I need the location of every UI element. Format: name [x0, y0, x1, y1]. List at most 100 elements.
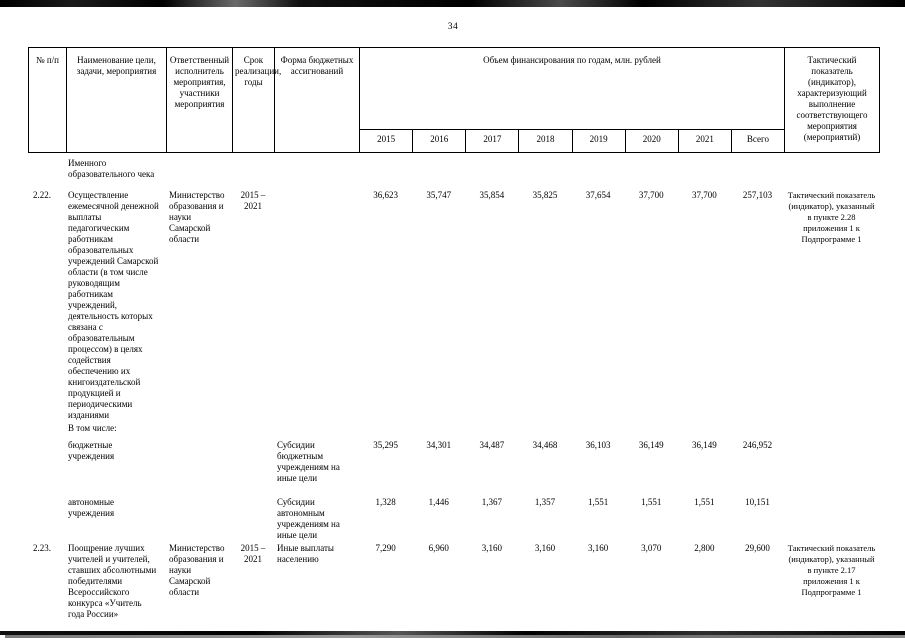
cell-indicator: Тактический показатель (индикатор), указ… — [787, 190, 876, 244]
cell-value-2017 — [465, 153, 518, 188]
cell-value-2017: 3,160 — [481, 543, 502, 553]
scan-artifact-top-bar — [0, 0, 905, 7]
cell-value-2015 — [359, 153, 412, 188]
cell-period: 2015 – 2021 — [240, 190, 266, 211]
cell-value-2019: 1,551 — [587, 497, 609, 507]
cell-num: 2.22. — [33, 190, 51, 200]
table-row: автономные учреждения Субсидии автономны… — [29, 495, 880, 541]
header-cell-indicator: Тактический показатель (индикатор), хара… — [784, 48, 879, 152]
table-row: бюджетные учреждения Субсидии бюджетным … — [29, 438, 880, 495]
financing-table: № п/п Наименование цели, задачи, меропри… — [28, 47, 880, 631]
cell-budget-form — [274, 188, 359, 421]
cell-executor: Министерство образования и науки Самарск… — [169, 543, 225, 597]
header-cell-year-2016: 2016 — [412, 130, 465, 152]
cell-value-2020 — [625, 421, 678, 438]
cell-executor — [166, 153, 232, 188]
cell-value-2016: 6,960 — [428, 543, 449, 553]
cell-value-2019: 3,160 — [587, 543, 609, 553]
cell-num — [29, 421, 66, 438]
cell-activity-name: Именного образовательного чека — [68, 158, 155, 179]
cell-activity-name: Поощрение лучших учителей и учителей, ст… — [68, 543, 157, 619]
cell-executor — [166, 495, 232, 541]
cell-value-2015: 35,295 — [373, 440, 398, 450]
cell-value-2021: 36,149 — [691, 440, 717, 450]
header-cell-year-2020: 2020 — [624, 130, 678, 152]
header-cell-year-2017: 2017 — [465, 130, 518, 152]
cell-value-2021: 1,551 — [694, 497, 715, 507]
table-row: Именного образовательного чека — [29, 153, 880, 188]
cell-value-total: 10,151 — [745, 497, 770, 507]
cell-value-total — [731, 421, 784, 438]
cell-value-2019 — [572, 153, 625, 188]
table-row: 2.23. Поощрение лучших учителей и учител… — [29, 541, 880, 631]
cell-period — [232, 153, 274, 188]
cell-budget-form — [274, 153, 359, 188]
cell-value-2016 — [412, 421, 465, 438]
cell-value-2017: 34,487 — [479, 440, 505, 450]
cell-value-2021: 2,800 — [694, 543, 715, 553]
cell-value-2020: 37,700 — [638, 190, 664, 200]
cell-num: 2.23. — [33, 543, 51, 553]
cell-value-2021: 37,700 — [691, 190, 717, 200]
scan-artifact-bottom-line — [5, 635, 905, 638]
cell-value-2016 — [412, 153, 465, 188]
header-cell-total: Всего — [730, 130, 784, 152]
cell-value-total — [731, 153, 784, 188]
cell-budget-form: Субсидии бюджетным учреждениям на иные ц… — [277, 440, 340, 483]
cell-indicator — [784, 438, 879, 495]
header-cell-year-2019: 2019 — [571, 130, 625, 152]
cell-indicator — [784, 495, 879, 541]
cell-value-2017: 35,854 — [479, 190, 505, 200]
cell-period — [232, 421, 274, 438]
cell-period: 2015 – 2021 — [240, 543, 266, 564]
cell-period — [232, 495, 274, 541]
cell-value-2017: 1,367 — [481, 497, 502, 507]
table-row: 2.22. Осуществление ежемесячной денежной… — [29, 188, 880, 421]
cell-executor — [166, 438, 232, 495]
cell-value-2017 — [465, 421, 518, 438]
table-body: Именного образовательного чека 2.22. Осу… — [29, 153, 880, 631]
cell-value-2016: 34,301 — [426, 440, 452, 450]
header-cell-year-2015: 2015 — [359, 130, 412, 152]
cell-value-2018 — [518, 421, 571, 438]
header-cell-period: Срок реализации, годы — [232, 48, 281, 152]
cell-value-2020: 1,551 — [641, 497, 662, 507]
cell-value-2016: 35,747 — [426, 190, 452, 200]
cell-value-2015: 7,290 — [375, 543, 396, 553]
header-cell-executor: Ответственный исполнитель мероприятия, у… — [166, 48, 232, 152]
cell-value-2019: 37,654 — [585, 190, 611, 200]
cell-executor — [166, 421, 232, 438]
cell-value-2015: 1,328 — [375, 497, 396, 507]
cell-indicator — [784, 421, 879, 438]
cell-activity-name: В том числе: — [68, 423, 117, 433]
cell-value-2019 — [572, 421, 625, 438]
cell-executor: Министерство образования и науки Самарск… — [169, 190, 225, 244]
cell-value-2020: 3,070 — [641, 543, 662, 553]
cell-period — [232, 438, 274, 495]
cell-activity-name: автономные учреждения — [68, 497, 115, 518]
cell-value-2015 — [359, 421, 412, 438]
cell-indicator: Тактический показатель (индикатор), указ… — [787, 543, 876, 597]
cell-activity-name: бюджетные учреждения — [68, 440, 115, 461]
table-row: В том числе: — [29, 421, 880, 438]
cell-value-2021 — [678, 421, 731, 438]
header-cell-name: Наименование цели, задачи, мероприятия — [66, 48, 166, 152]
cell-value-2019: 36,103 — [585, 440, 611, 450]
header-cell-financing-group: Объем финансирования по годам, млн. рубл… — [359, 48, 784, 130]
cell-value-2015: 36,623 — [373, 190, 398, 200]
header-cell-num: № п/п — [36, 55, 59, 65]
cell-indicator — [784, 153, 879, 188]
cell-value-2018 — [518, 153, 571, 188]
cell-budget-form: Иные выплаты населению — [277, 543, 334, 564]
cell-num — [29, 495, 66, 541]
cell-value-total: 257,103 — [742, 190, 773, 200]
cell-activity-name: Осуществление ежемесячной денежной выпла… — [68, 190, 159, 420]
cell-value-2018: 1,357 — [534, 497, 556, 507]
cell-value-2021 — [678, 153, 731, 188]
header-cell-year-2018: 2018 — [518, 130, 571, 152]
cell-budget-form: Субсидии автономным учреждениям на иные … — [277, 497, 340, 540]
table-header: № п/п Наименование цели, задачи, меропри… — [28, 47, 880, 153]
page-number: 34 — [447, 22, 459, 32]
header-cell-budget-form: Форма бюджетных ассигнований — [274, 48, 359, 152]
cell-value-total: 246,952 — [742, 440, 773, 450]
